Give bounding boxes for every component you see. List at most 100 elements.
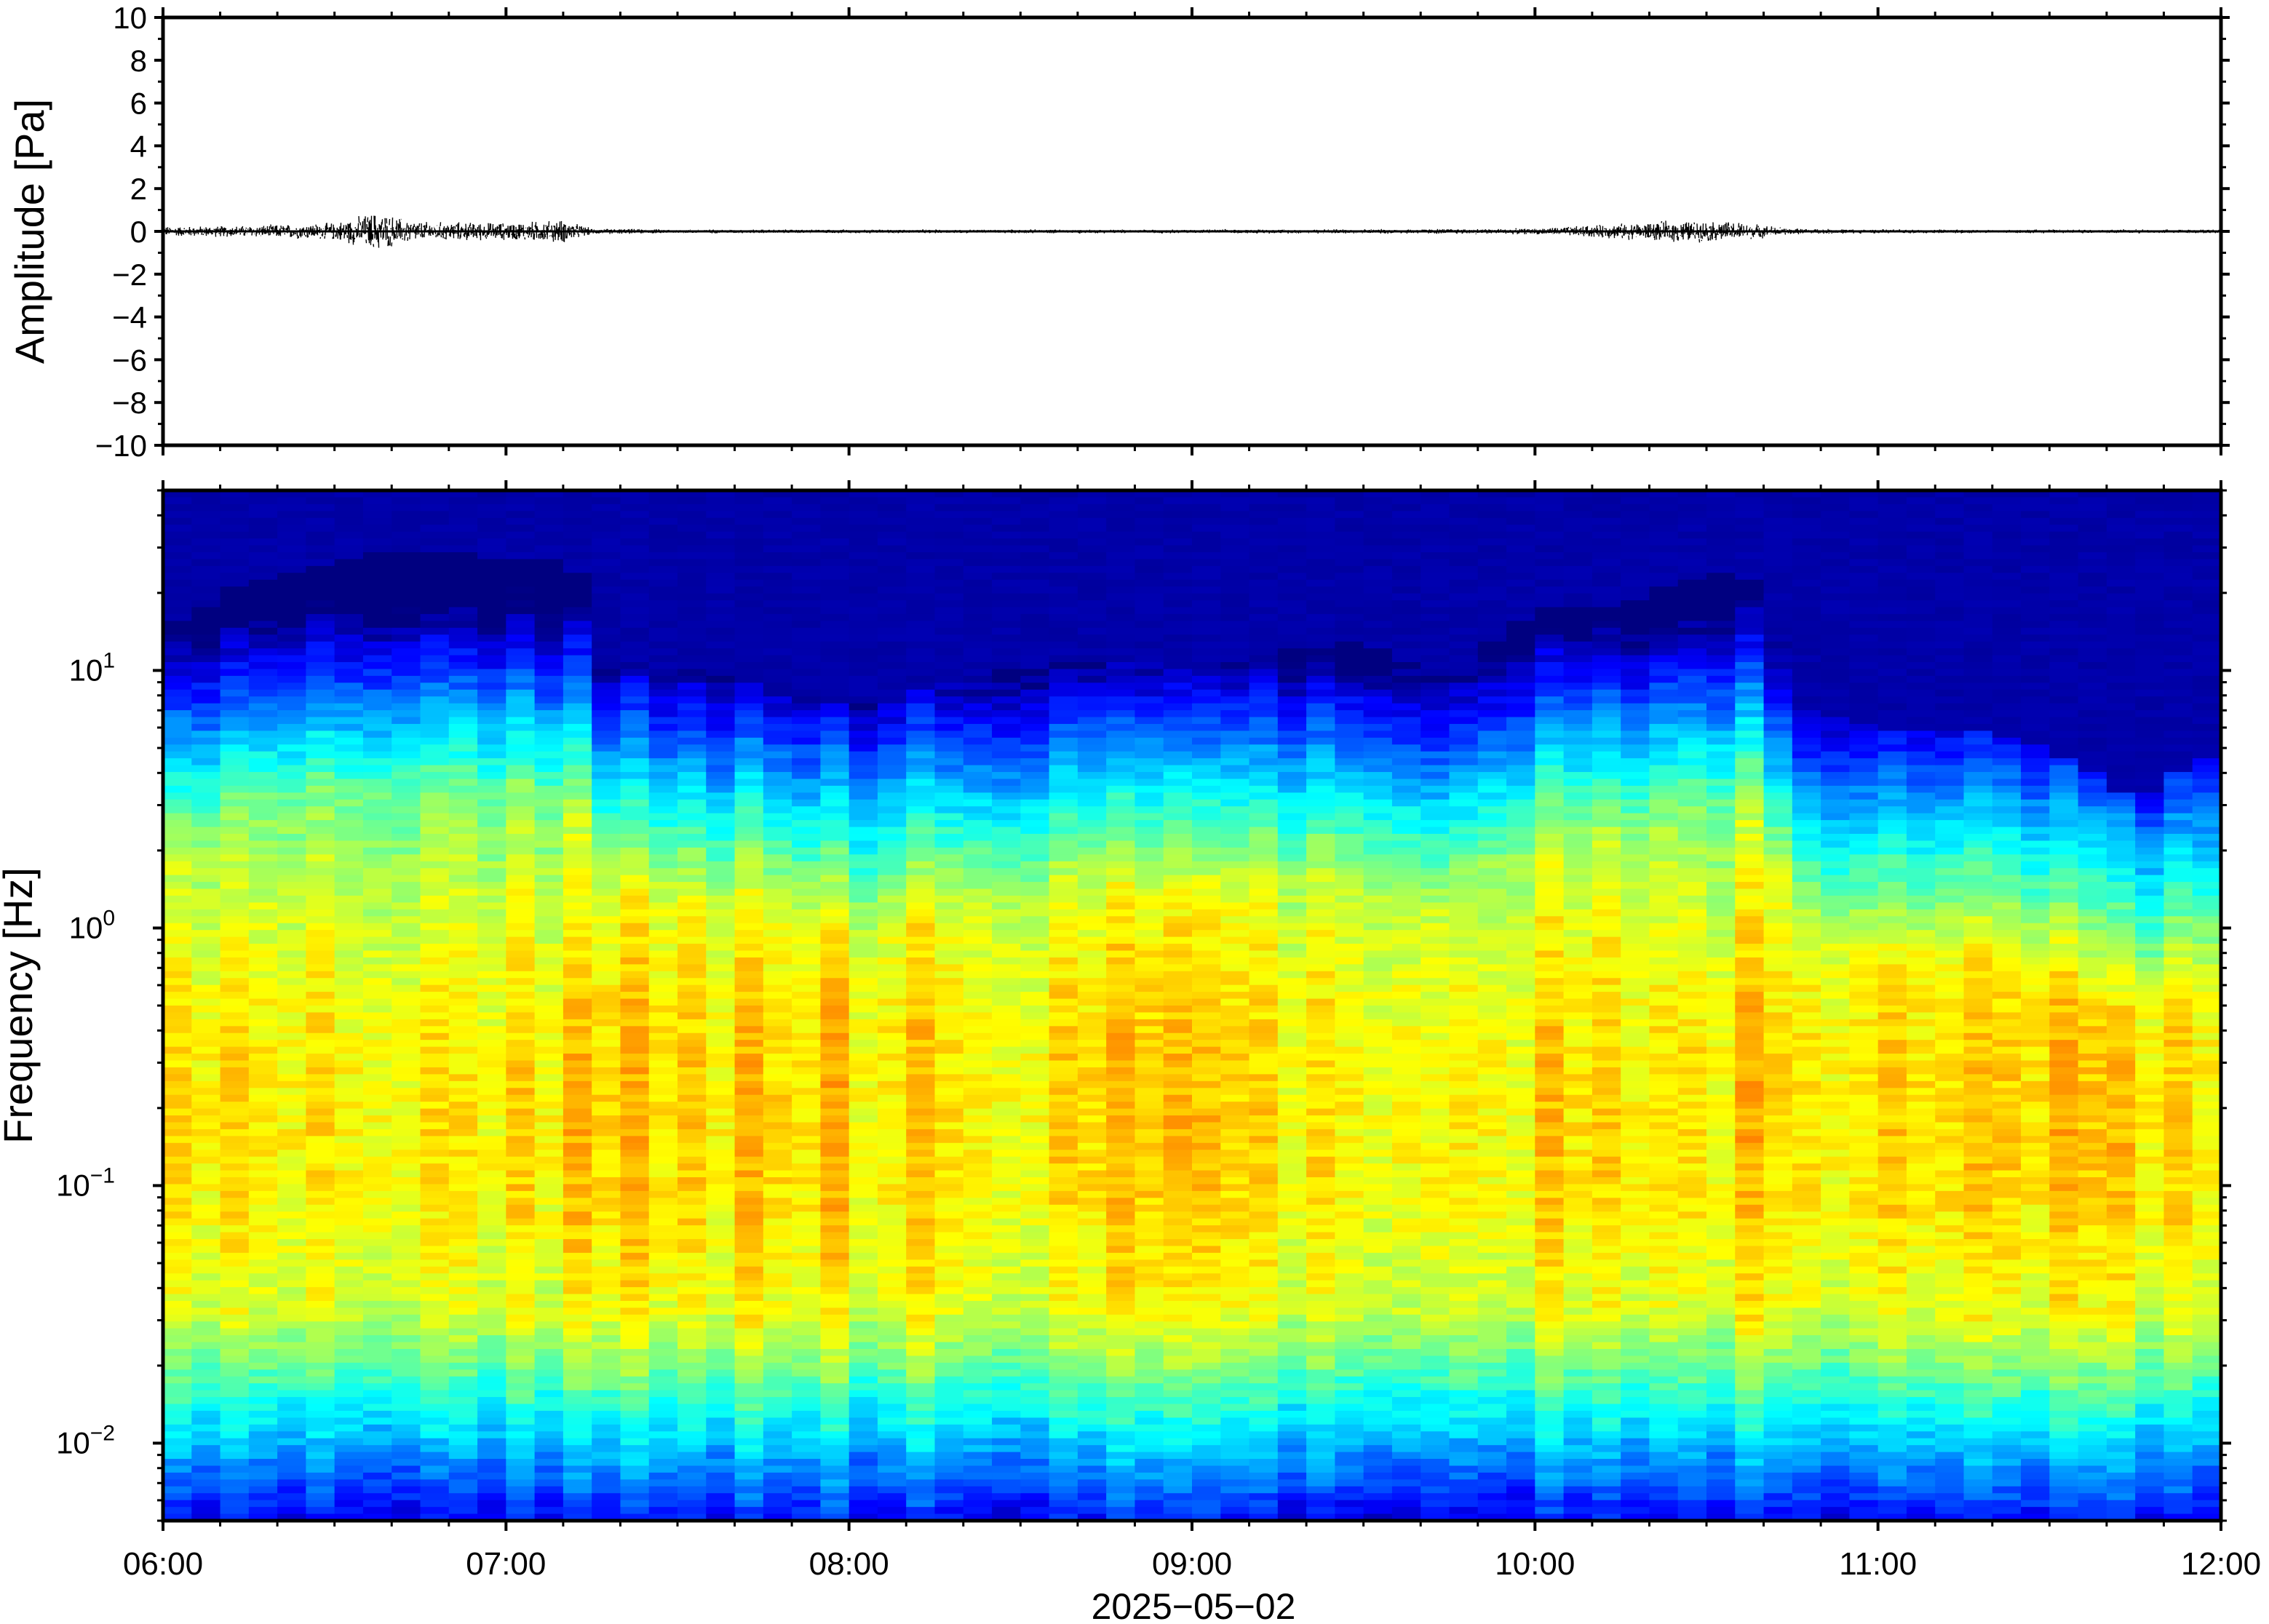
heatmap-cell bbox=[849, 944, 878, 952]
heatmap-cell bbox=[677, 559, 707, 567]
heatmap-cell bbox=[934, 1500, 964, 1508]
heatmap-cell bbox=[820, 600, 850, 608]
heatmap-cell bbox=[334, 1211, 364, 1219]
heatmap-cell bbox=[706, 1335, 736, 1343]
heatmap-cell bbox=[248, 930, 278, 938]
heatmap-cell bbox=[877, 579, 907, 587]
heatmap-cell bbox=[734, 813, 764, 821]
heatmap-cell bbox=[563, 1472, 592, 1480]
heatmap-cell bbox=[906, 1232, 936, 1240]
heatmap-cell bbox=[506, 1198, 536, 1206]
heatmap-cell bbox=[534, 861, 564, 869]
heatmap-cell bbox=[677, 1088, 707, 1096]
heatmap-cell bbox=[306, 627, 335, 635]
heatmap-cell bbox=[306, 1060, 335, 1068]
heatmap-cell bbox=[277, 1054, 306, 1062]
heatmap-cell bbox=[220, 744, 250, 752]
heatmap-cell bbox=[306, 772, 335, 780]
heatmap-cell bbox=[477, 1424, 506, 1432]
heatmap-cell bbox=[392, 621, 421, 629]
heatmap-cell bbox=[677, 1349, 707, 1357]
heatmap-cell bbox=[763, 1397, 792, 1405]
heatmap-cell bbox=[592, 758, 621, 766]
heatmap-cell bbox=[191, 827, 221, 835]
heatmap-cell bbox=[362, 1424, 392, 1432]
heatmap-cell bbox=[677, 490, 707, 498]
heatmap-cell bbox=[334, 1094, 364, 1102]
heatmap-cell bbox=[163, 511, 192, 519]
heatmap-cell bbox=[934, 1184, 964, 1192]
heatmap-cell bbox=[963, 1032, 993, 1040]
heatmap-cell bbox=[163, 950, 192, 958]
heatmap-cell bbox=[534, 1479, 564, 1487]
heatmap-cell bbox=[563, 1513, 592, 1521]
heatmap-cell bbox=[992, 1094, 1021, 1102]
heatmap-cell bbox=[849, 1321, 878, 1329]
heatmap-cell bbox=[477, 1012, 506, 1020]
heatmap-cell bbox=[792, 1080, 821, 1088]
heatmap-cell bbox=[506, 1177, 536, 1185]
heatmap-cell bbox=[906, 806, 936, 814]
heatmap-cell bbox=[677, 779, 707, 787]
heatmap-cell bbox=[992, 827, 1021, 835]
heatmap-cell bbox=[820, 627, 850, 635]
heatmap-cell bbox=[306, 971, 335, 979]
heatmap-cell bbox=[706, 1507, 736, 1515]
heatmap-cell bbox=[648, 1259, 678, 1267]
heatmap-cell bbox=[334, 1006, 364, 1014]
heatmap-cell bbox=[620, 1136, 650, 1144]
heatmap-cell bbox=[849, 792, 878, 800]
heatmap-cell bbox=[277, 1102, 306, 1110]
heatmap-cell bbox=[1020, 799, 1050, 807]
heatmap-cell bbox=[362, 1410, 392, 1418]
heatmap-cell bbox=[362, 641, 392, 649]
heatmap-cell bbox=[877, 1102, 907, 1110]
heatmap-cell bbox=[448, 1136, 478, 1144]
heatmap-cell bbox=[820, 525, 850, 533]
heatmap-cell bbox=[534, 882, 564, 890]
heatmap-cell bbox=[592, 1177, 621, 1185]
heatmap-cell bbox=[877, 1190, 907, 1198]
heatmap-cell bbox=[706, 1321, 736, 1329]
heatmap-cell bbox=[362, 710, 392, 718]
heatmap-cell bbox=[420, 503, 450, 512]
heatmap-cell bbox=[706, 675, 736, 683]
heatmap-cell bbox=[763, 772, 792, 780]
heatmap-cell bbox=[563, 923, 592, 931]
heatmap-cell bbox=[334, 1314, 364, 1322]
heatmap-cell bbox=[963, 1452, 993, 1460]
heatmap-cell bbox=[334, 655, 364, 663]
heatmap-cell bbox=[992, 744, 1021, 752]
heatmap-cell bbox=[963, 1211, 993, 1219]
heatmap-cell bbox=[734, 1046, 764, 1054]
heatmap-cell bbox=[220, 1445, 250, 1453]
heatmap-cell bbox=[763, 1032, 792, 1040]
heatmap-cell bbox=[362, 971, 392, 979]
heatmap-cell bbox=[506, 737, 536, 745]
heatmap-cell bbox=[934, 978, 964, 986]
heatmap-cell bbox=[220, 490, 250, 498]
heatmap-cell bbox=[563, 1486, 592, 1494]
heatmap-cell bbox=[1020, 840, 1050, 848]
heatmap-cell bbox=[506, 758, 536, 766]
heatmap-cell bbox=[191, 971, 221, 979]
heatmap-cell bbox=[306, 669, 335, 677]
heatmap-cell bbox=[191, 1012, 221, 1020]
heatmap-cell bbox=[277, 1266, 306, 1274]
heatmap-cell bbox=[792, 765, 821, 773]
heatmap-cell bbox=[306, 820, 335, 828]
heatmap-cell bbox=[677, 785, 707, 793]
heatmap-cell bbox=[448, 1445, 478, 1453]
heatmap-cell bbox=[763, 930, 792, 938]
heatmap-cell bbox=[477, 552, 506, 560]
heatmap-cell bbox=[906, 1397, 936, 1405]
heatmap-cell bbox=[992, 717, 1021, 725]
heatmap-cell bbox=[763, 1507, 792, 1515]
heatmap-cell bbox=[334, 517, 364, 525]
heatmap-cell bbox=[706, 785, 736, 793]
heatmap-cell bbox=[677, 840, 707, 848]
heatmap-cell bbox=[963, 888, 993, 896]
heatmap-cell bbox=[534, 634, 564, 642]
heatmap-cell bbox=[592, 627, 621, 635]
